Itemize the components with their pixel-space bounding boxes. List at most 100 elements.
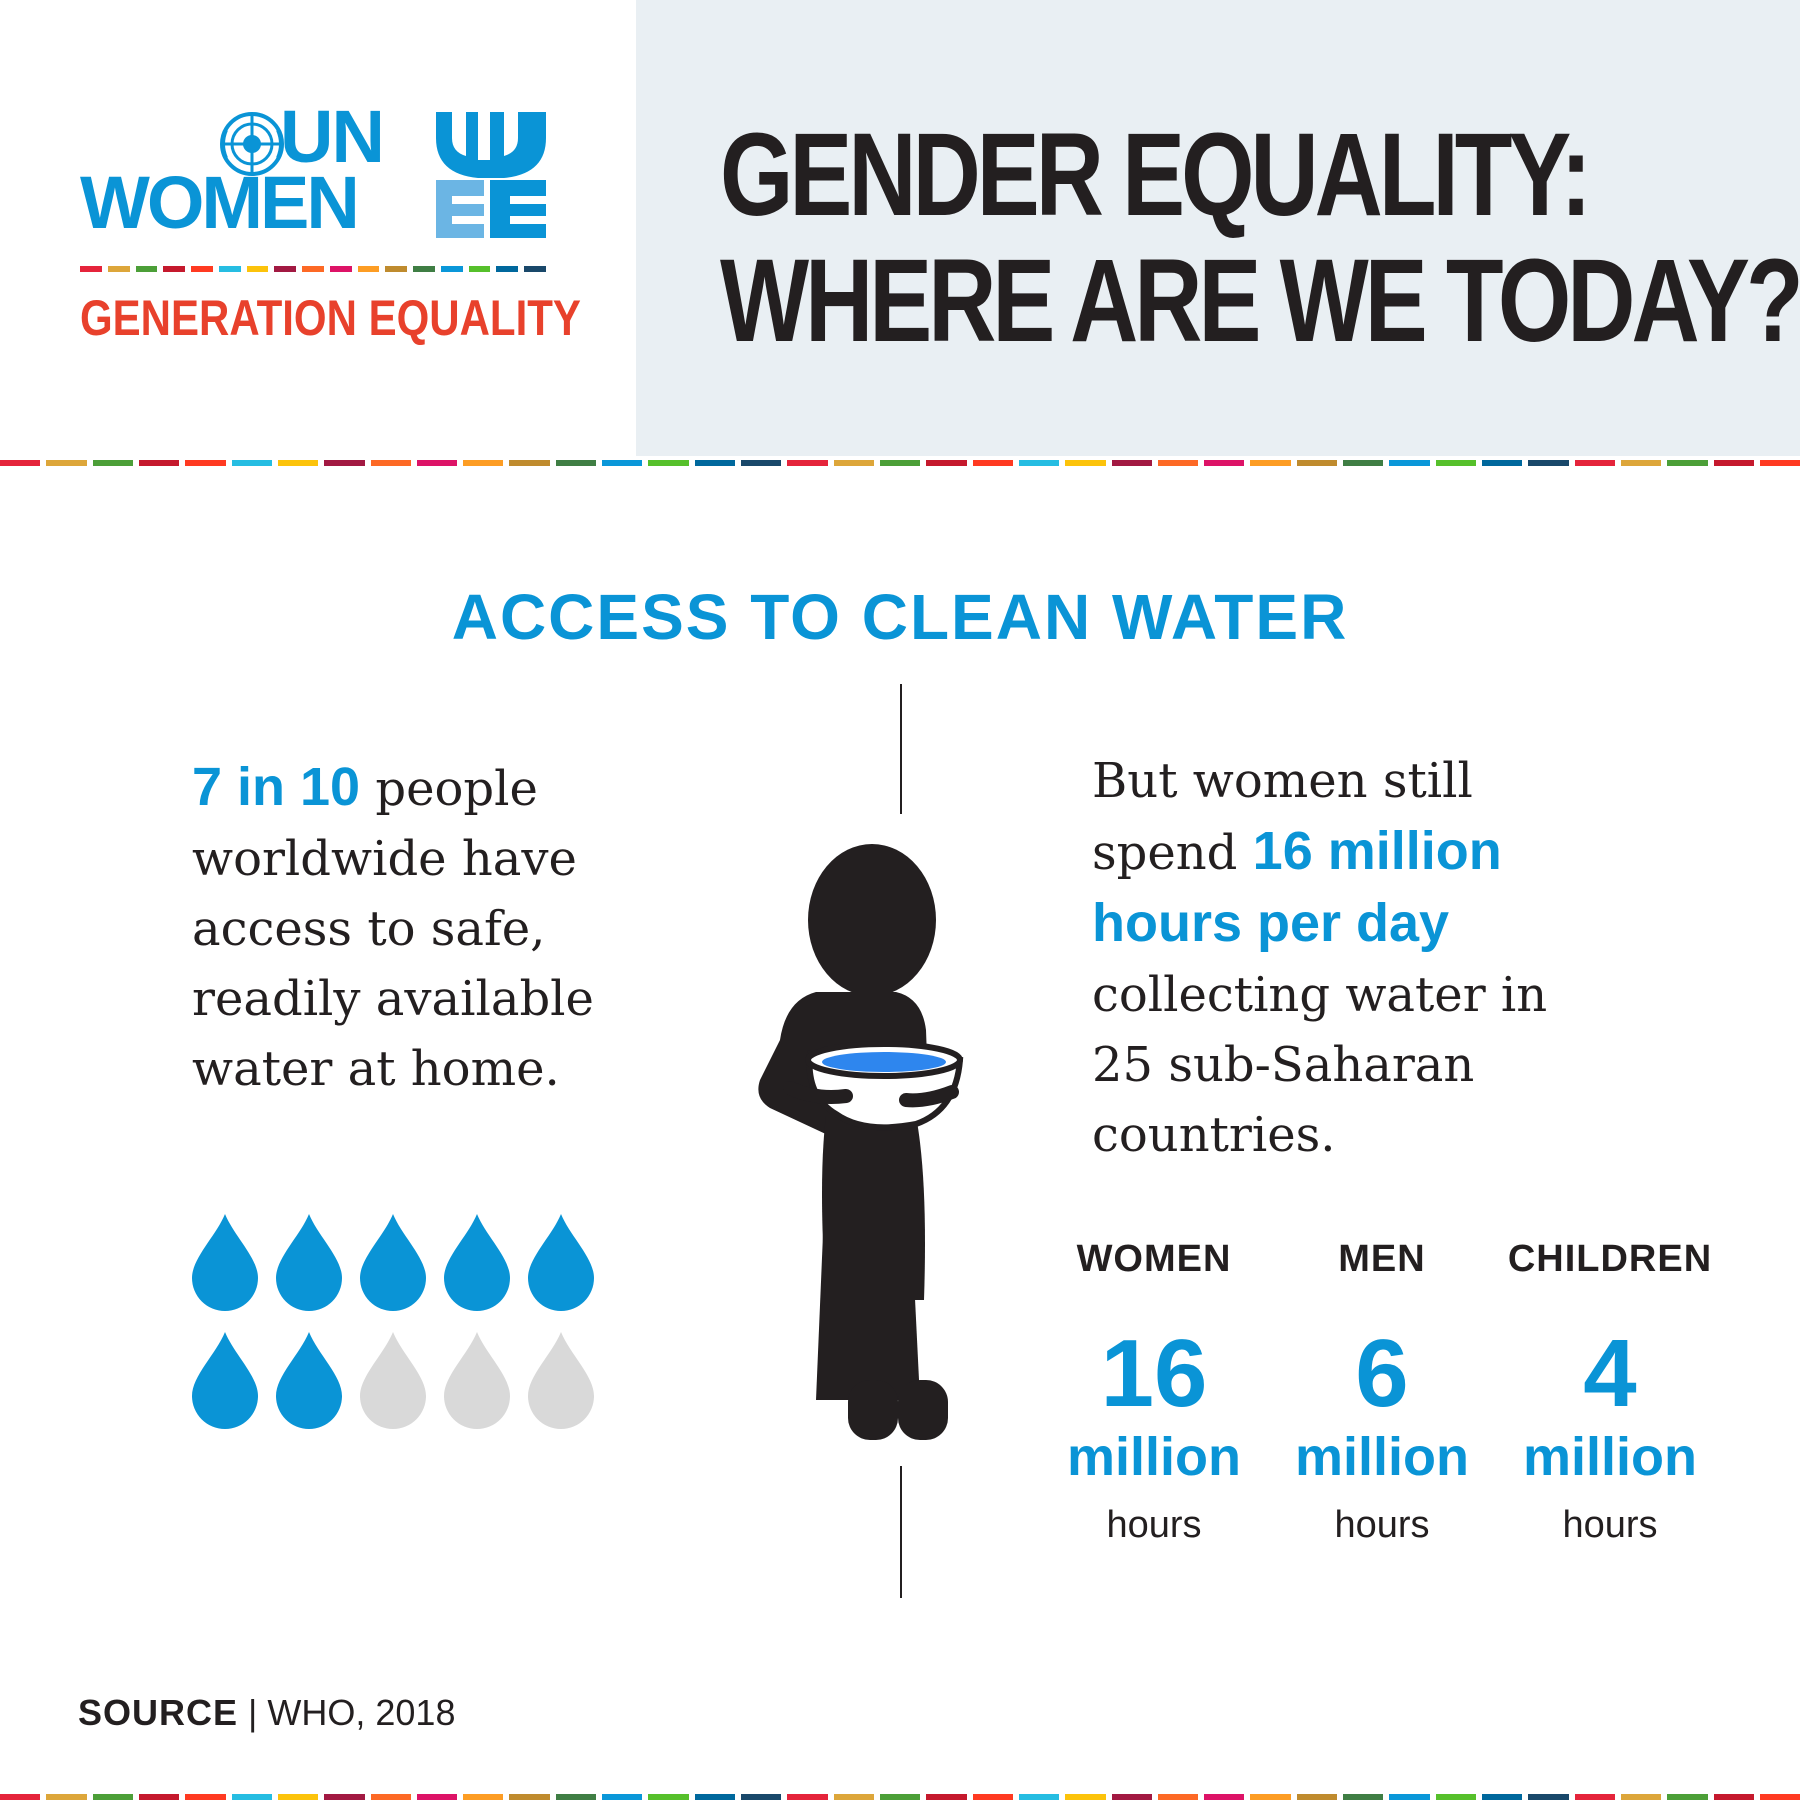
stripe-segment [135,266,158,272]
stripe-segment [463,460,504,466]
stripe-segment [80,266,102,272]
stripe-segment [741,1794,782,1800]
stripe-segment [1620,460,1662,466]
stripe-segment [787,1794,828,1800]
stat-women: WOMEN 16 million hours [1044,1236,1264,1558]
stripe-segment [1667,460,1708,466]
stripe-segment [357,266,380,272]
left-text-1: people [360,761,538,817]
stripe-segment [1065,460,1106,466]
stripe-segment [138,1794,180,1800]
stripe-segment [509,1794,550,1800]
stripe-segment [1528,1794,1569,1800]
stripe-segment [231,460,272,466]
right-line-5: countries. [1092,1107,1336,1163]
stripe-segment [370,1794,411,1800]
stripe-segment [1482,460,1523,466]
stripe-segment [648,460,689,466]
woman-carrying-water-icon [758,844,964,1440]
stripe-segment [92,1794,133,1800]
stripe-segment [1482,1794,1523,1800]
stripe-segment [833,460,874,466]
stripe-segment [370,460,411,466]
stat-sub: hours [1334,1504,1430,1546]
stripe-segment [274,266,297,272]
stripe-segment [1713,460,1754,466]
stat-sub: hours [1562,1504,1658,1546]
water-drop-filled-icon [444,1214,510,1311]
stripe-segment [416,1794,458,1800]
stripe-segment [1018,460,1060,466]
stripe-segment [324,460,365,466]
stripe-segment [555,1794,597,1800]
stripe-segment [1204,460,1245,466]
stripe-segment [1435,460,1476,466]
stripe-segment [741,460,782,466]
stripe-segment [602,460,643,466]
stripe-segment [1343,460,1384,466]
stripe-segment [0,1794,41,1800]
stripe-segment [926,460,967,466]
stripe-segment [602,1794,643,1800]
stripe-segment [277,460,319,466]
stripe-segment [440,266,463,272]
stripe-segment [1018,1794,1060,1800]
right-line-4: 25 sub-Saharan [1092,1037,1475,1093]
stripe-segment [694,460,735,466]
source-label: SOURCE [78,1692,239,1733]
water-drop-filled-icon [192,1214,258,1311]
stripe-segment [163,266,186,272]
stripe-segment [1759,460,1800,466]
water-drop-empty-icon [444,1332,510,1429]
stripe-segment [1435,1794,1476,1800]
stat-label: CHILDREN [1507,1238,1713,1280]
water-drop-empty-icon [528,1332,594,1429]
un-emblem-icon [220,112,284,176]
source-note: SOURCE | WHO, 2018 [78,1690,455,1736]
stripe-segment [46,460,87,466]
stripe-segment [1528,460,1569,466]
stripe-segment [879,460,921,466]
stripe-segment [1759,1794,1800,1800]
left-text-4: readily available [192,971,594,1027]
stripe-segment [1250,460,1291,466]
water-drop-empty-icon [360,1332,426,1429]
stripe-segment [0,460,41,466]
stat-value: 4 [1583,1320,1637,1427]
stripe-segment [463,1794,504,1800]
bottom-color-stripe [0,1794,1800,1800]
stripe-segment [1065,1794,1106,1800]
stripe-segment [694,1794,735,1800]
stripe-segment [1296,1794,1338,1800]
right-highlight-1: 16 million [1252,821,1502,881]
source-separator: | [238,1692,268,1733]
stripe-segment [1111,1794,1152,1800]
stripe-segment [107,266,130,272]
left-statement: 7 in 10 people worldwide have access to … [192,752,632,1104]
right-statement: But women still spend 16 million hours p… [1092,746,1652,1170]
stripe-segment [231,1794,272,1800]
logo-un-text: UN [280,95,385,178]
right-line-2-pre: spend [1092,825,1253,881]
right-line-3: collecting water in [1092,967,1548,1023]
stripe-segment [524,266,547,272]
divider-top [900,684,902,814]
un-women-logo: UN WOMEN GENERATION EQUALITY [80,95,581,360]
stat-value: 6 [1355,1320,1409,1427]
page-title-line-1: GENDER EQUALITY: [720,109,1592,241]
un-women-mark-icon [436,112,546,238]
stat-unit: million [1067,1427,1241,1487]
stripe-segment [833,1794,874,1800]
left-text-2: worldwide have [192,831,577,887]
water-drop-filled-icon [276,1332,342,1429]
stripe-segment [1574,460,1615,466]
source-text: WHO, 2018 [267,1692,456,1733]
stripe-segment [972,1794,1013,1800]
stat-men: MEN 6 million hours [1272,1236,1492,1558]
page-title-line-2: WHERE ARE WE TODAY? [720,235,1800,367]
stat-label: WOMEN [1076,1238,1232,1280]
stat-unit: million [1295,1427,1469,1487]
stripe-segment [302,266,324,272]
stripe-segment [329,266,352,272]
stripe-segment [555,460,597,466]
